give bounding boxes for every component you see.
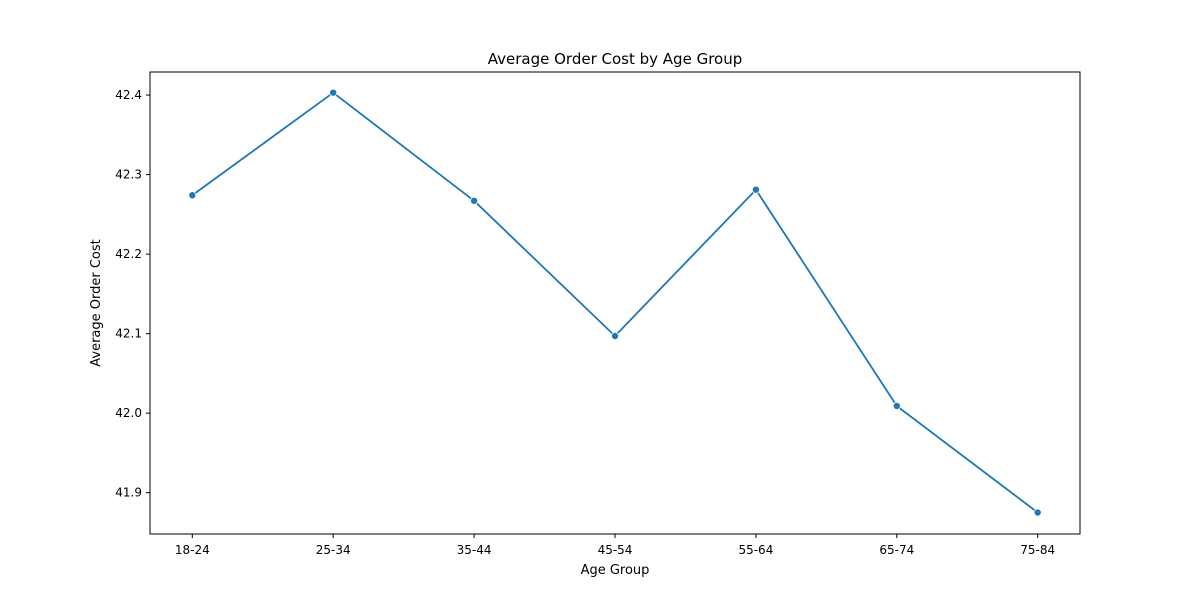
y-axis-ticks: 41.9 42.0 42.1 42.2 42.3 42.4	[115, 88, 150, 500]
y-tick-label: 41.9	[115, 486, 142, 500]
y-axis-label: Average Order Cost	[89, 239, 104, 367]
data-point-75-84	[1033, 508, 1042, 517]
chart-title: Average Order Cost by Age Group	[488, 50, 743, 68]
y-tick-label: 42.1	[115, 327, 142, 341]
data-point-18-24	[188, 191, 197, 200]
y-tick-label: 42.2	[115, 247, 142, 261]
x-axis-ticks: 18-24 25-34 35-44 45-54 55-64 65-74 75-84	[175, 534, 1055, 557]
data-point-65-74	[892, 401, 901, 410]
data-point-35-44	[470, 196, 479, 205]
y-tick-label: 42.0	[115, 406, 142, 420]
x-tick-label: 65-74	[879, 543, 914, 557]
x-axis-label: Age Group	[581, 563, 650, 578]
plot-area-frame	[149, 71, 1081, 535]
y-tick-label: 42.4	[115, 88, 142, 102]
x-tick-label: 75-84	[1020, 543, 1055, 557]
data-point-55-64	[751, 185, 760, 194]
x-tick-label: 55-64	[738, 543, 773, 557]
y-tick-label: 42.3	[115, 168, 142, 182]
x-tick-label: 45-54	[598, 543, 633, 557]
data-point-45-54	[611, 331, 620, 340]
x-tick-label: 35-44	[457, 543, 492, 557]
x-tick-label: 18-24	[175, 543, 210, 557]
series-layer	[188, 88, 1042, 517]
data-point-25-34	[329, 88, 338, 97]
x-tick-label: 25-34	[316, 543, 351, 557]
